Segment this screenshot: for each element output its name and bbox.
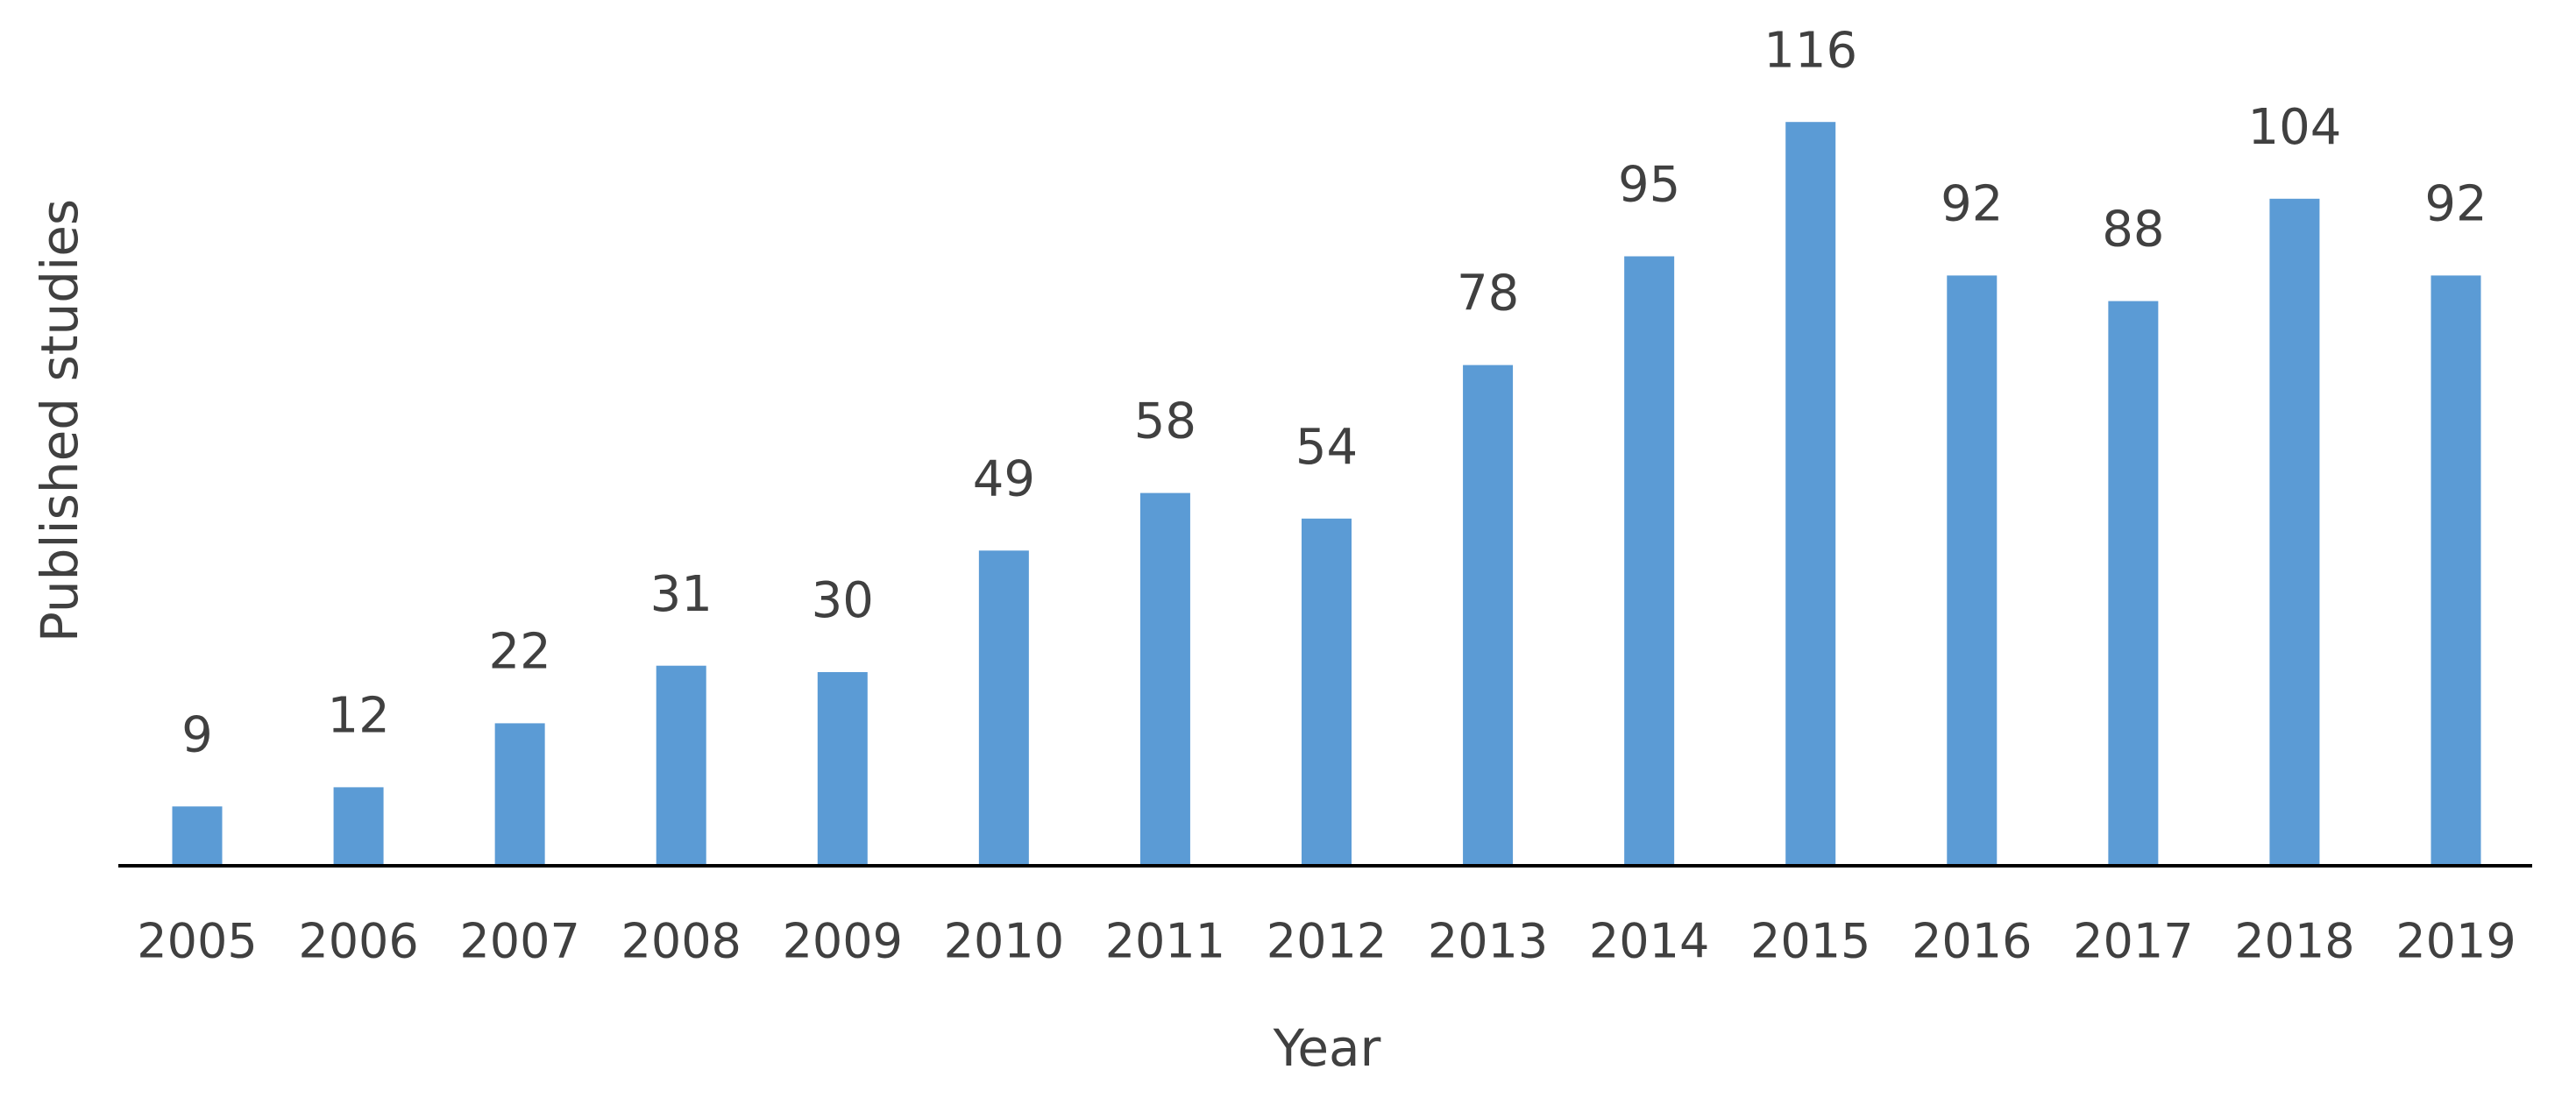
x-tick-label: 2014: [1589, 914, 1709, 969]
x-tick-label: 2018: [2234, 914, 2354, 969]
bar: [2108, 301, 2159, 865]
bar: [817, 672, 868, 864]
x-tick-label: 2012: [1267, 914, 1387, 969]
value-label: 49: [973, 450, 1035, 507]
bar: [978, 550, 1029, 864]
x-tick-label: 2011: [1105, 914, 1225, 969]
value-label: 58: [1134, 393, 1196, 450]
bar: [1463, 365, 1514, 865]
bar: [172, 806, 223, 864]
x-tick-label: 2005: [137, 914, 257, 969]
x-tick-label: 2015: [1750, 914, 1870, 969]
value-label: 95: [1618, 157, 1680, 214]
value-label: 116: [1763, 22, 1857, 79]
bar: [2431, 275, 2481, 864]
x-tick-label: 2009: [783, 914, 903, 969]
x-tick-label: 2006: [298, 914, 418, 969]
bar: [1785, 122, 1836, 864]
bar: [494, 723, 545, 864]
value-label: 92: [1941, 176, 2003, 233]
x-tick-label: 2017: [2073, 914, 2193, 969]
x-tick-label: 2016: [1912, 914, 2032, 969]
bar: [1139, 492, 1190, 864]
value-label: 31: [650, 566, 713, 623]
bar: [2269, 198, 2320, 865]
value-label: 12: [327, 688, 389, 745]
value-label: 88: [2102, 202, 2164, 259]
x-tick-label: 2010: [944, 914, 1064, 969]
value-label: 78: [1457, 266, 1519, 322]
x-tick-label: 2007: [459, 914, 579, 969]
value-label: 9: [181, 706, 213, 763]
bar: [656, 665, 706, 864]
x-tick-label: 2013: [1428, 914, 1548, 969]
x-tick-label: 2019: [2395, 914, 2516, 969]
y-axis-title: Published studies: [30, 199, 89, 642]
value-label: 54: [1295, 419, 1358, 476]
value-label: 22: [489, 624, 551, 681]
bar: [1302, 518, 1352, 864]
value-label: 92: [2424, 176, 2487, 233]
bar: [333, 787, 384, 864]
bar: [1624, 256, 1675, 864]
x-tick-label: 2008: [621, 914, 741, 969]
x-axis-title: Year: [1273, 1018, 1381, 1078]
value-label: 30: [812, 572, 874, 629]
bar: [1947, 275, 1998, 864]
value-label: 104: [2247, 99, 2341, 156]
